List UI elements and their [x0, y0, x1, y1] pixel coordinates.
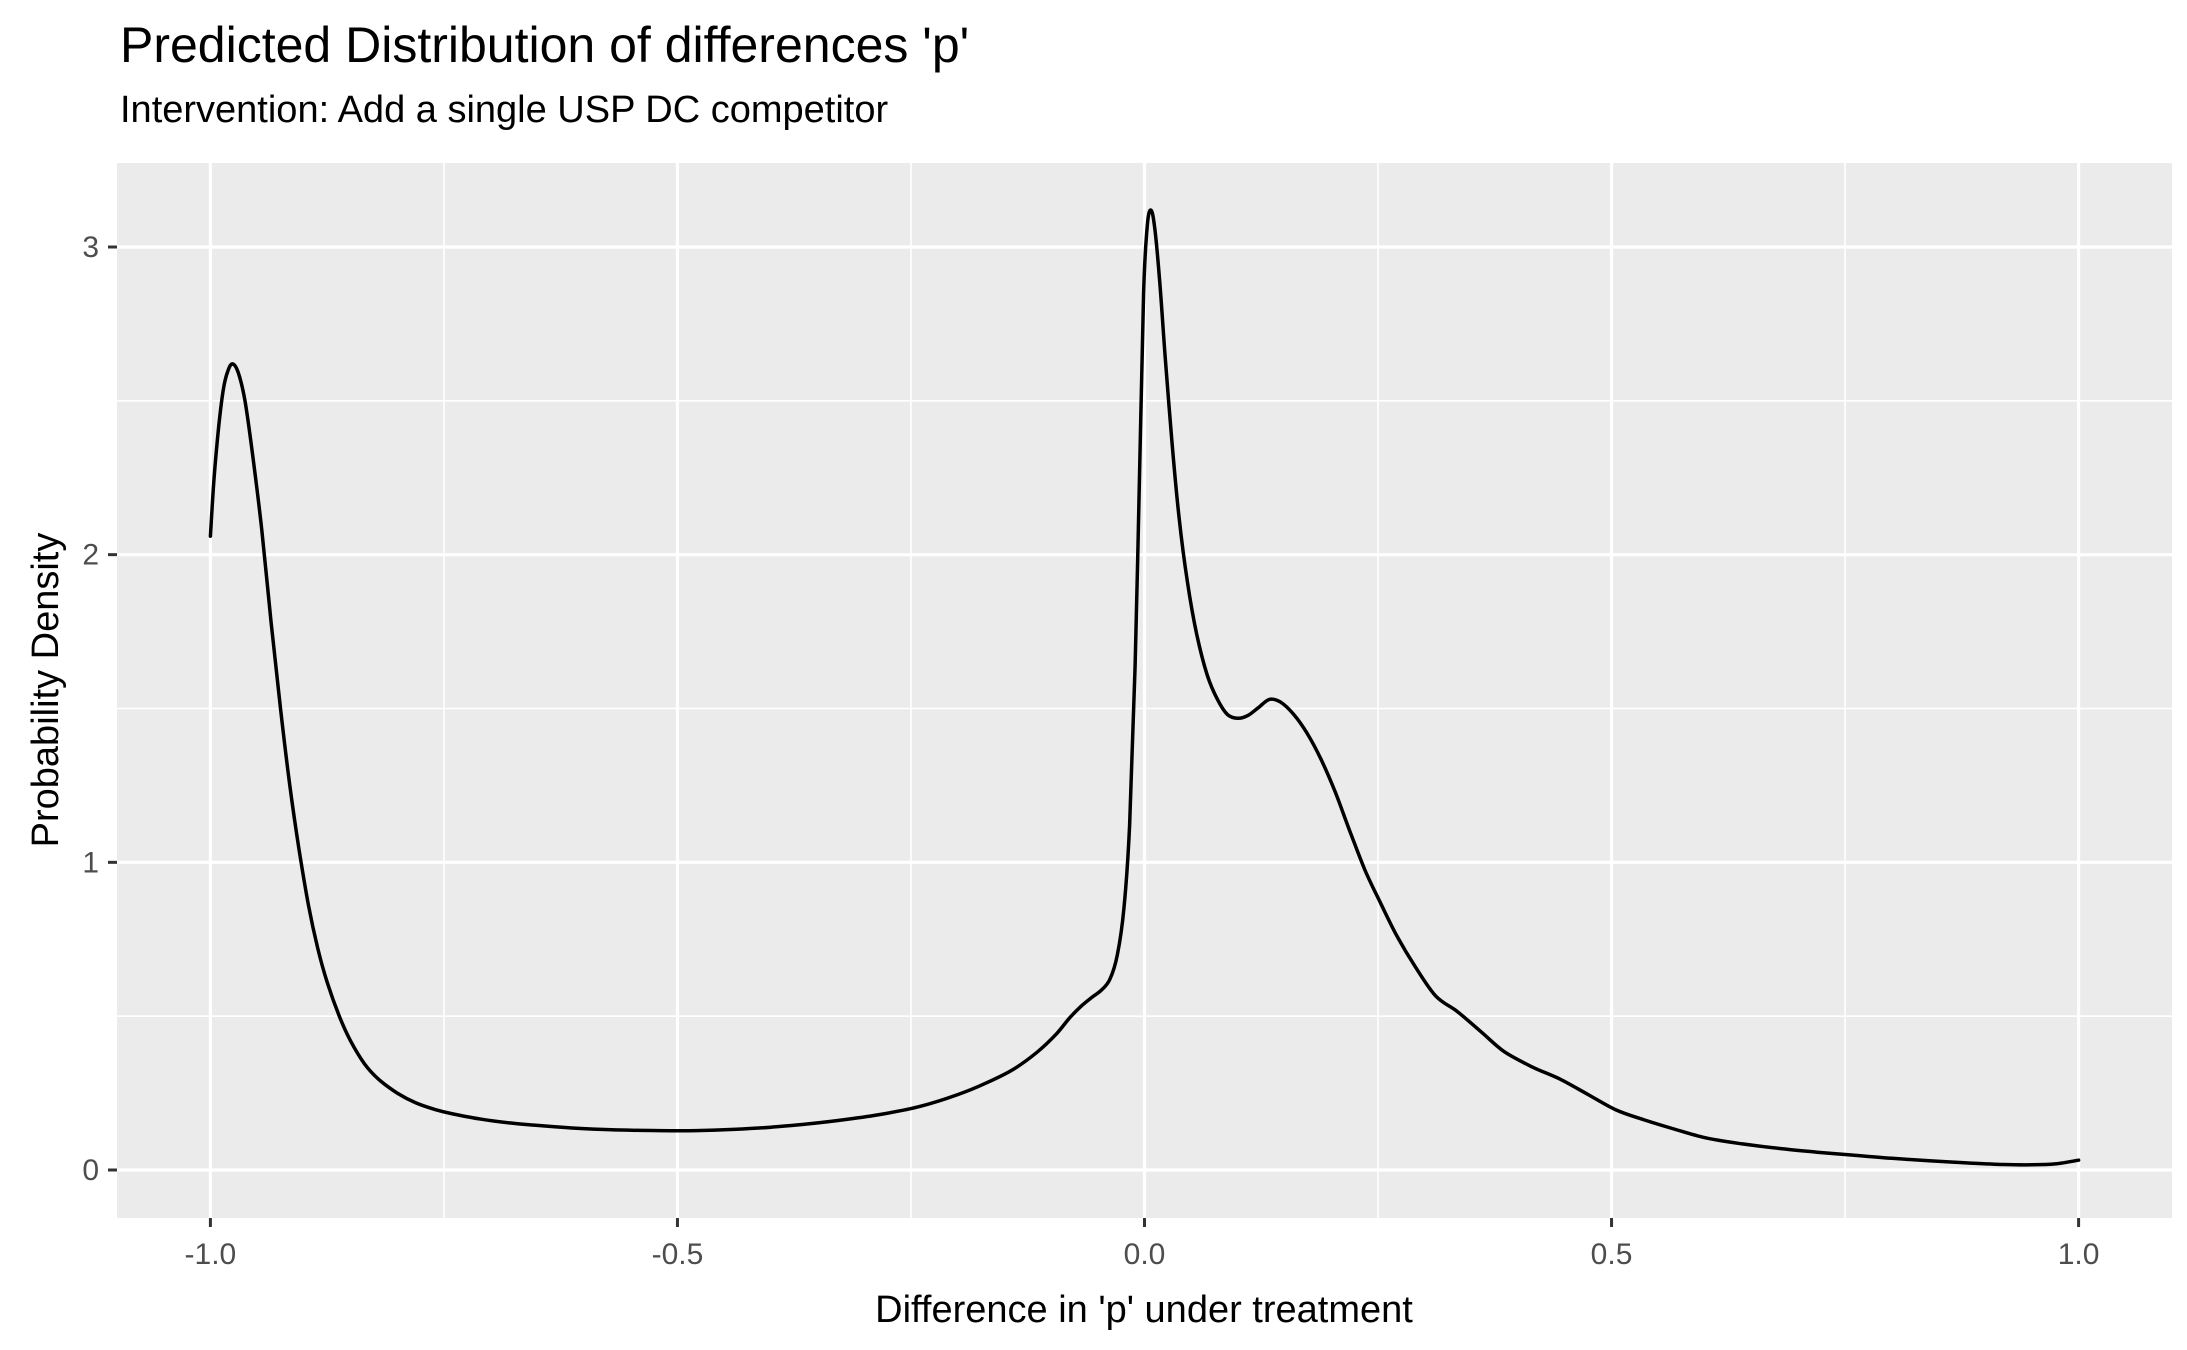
x-tick-label: 0.5 — [1591, 1238, 1633, 1271]
y-tick-marks — [108, 245, 117, 1172]
x-tick-labels: -1.0 -0.5 0.0 0.5 1.0 — [185, 1238, 2100, 1271]
y-tick-labels: 0 1 2 3 — [82, 231, 99, 1187]
y-tick-label: 3 — [82, 231, 99, 264]
y-tick-label: 2 — [82, 539, 99, 572]
y-axis-title: Probability Density — [25, 533, 67, 848]
density-curve — [208, 208, 2081, 1167]
x-tick-label: 0.0 — [1124, 1238, 1166, 1271]
x-tick-label: 1.0 — [2058, 1238, 2100, 1271]
plot-title: Predicted Distribution of differences 'p… — [120, 17, 969, 73]
grid-major — [117, 163, 2172, 1218]
y-tick-label: 1 — [82, 846, 99, 879]
x-axis-title: Difference in 'p' under treatment — [875, 1289, 1413, 1331]
x-tick-marks — [208, 1218, 2081, 1227]
x-tick-label: -0.5 — [652, 1238, 704, 1271]
plot-subtitle: Intervention: Add a single USP DC compet… — [120, 89, 888, 131]
y-axis: 0 1 2 3 Probability Density — [25, 231, 117, 1187]
plot-panel — [117, 163, 2172, 1218]
x-tick-label: -1.0 — [185, 1238, 237, 1271]
x-axis: -1.0 -0.5 0.0 0.5 1.0 Difference in 'p' unde… — [185, 1218, 2100, 1331]
y-tick-label: 0 — [82, 1154, 99, 1187]
